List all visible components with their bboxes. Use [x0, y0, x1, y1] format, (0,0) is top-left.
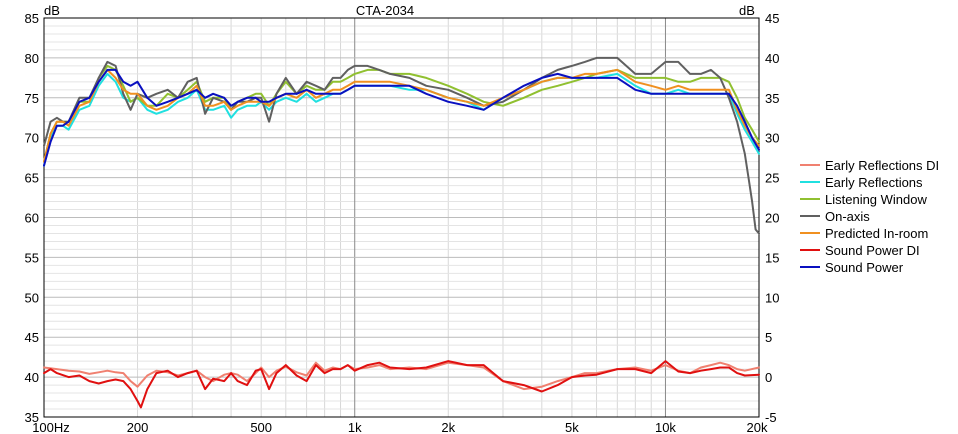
x-tick-label: 1k	[348, 420, 362, 434]
chart-title: CTA-2034	[356, 3, 414, 18]
legend-label-early-reflections: Early Reflections	[825, 175, 923, 190]
left-y-tick-label: 85	[25, 11, 39, 26]
left-y-tick-label: 55	[25, 250, 39, 265]
series-line-on-axis	[43, 56, 760, 235]
series-line-sound-power-di	[43, 360, 760, 409]
right-y-tick-label: 40	[765, 51, 779, 66]
left-y-tick-label: 50	[25, 290, 39, 305]
x-tick-label: 100Hz	[32, 420, 70, 434]
left-axis-label: dB	[44, 3, 60, 18]
series-line-early-reflections	[43, 72, 760, 167]
legend-label-predicted-in-room: Predicted In-room	[825, 226, 928, 241]
right-y-tick-label: 35	[765, 91, 779, 106]
plot-frame	[43, 17, 760, 418]
right-y-tick-label: 25	[765, 171, 779, 186]
left-y-tick-label: 65	[25, 171, 39, 186]
legend-label-listening-window: Listening Window	[825, 192, 927, 207]
legend-label-sound-power: Sound Power	[825, 260, 904, 275]
left-y-tick-label: 80	[25, 51, 39, 66]
left-y-tick-label: 70	[25, 131, 39, 146]
right-y-tick-label: 5	[765, 330, 772, 345]
right-y-tick-label: 10	[765, 290, 779, 305]
series-line-early-reflections-di	[43, 361, 760, 391]
right-y-tick-label: 0	[765, 370, 772, 385]
right-y-tick-label: 30	[765, 131, 779, 146]
left-y-tick-label: 40	[25, 370, 39, 385]
x-tick-label: 20k	[747, 420, 768, 434]
right-y-tick-label: 15	[765, 250, 779, 265]
legend-label-on-axis: On-axis	[825, 209, 870, 224]
right-y-tick-label: 20	[765, 211, 779, 226]
series-line-predicted-in-room	[43, 68, 760, 163]
series-lines	[43, 56, 760, 409]
right-axis-label: dB	[739, 3, 755, 18]
x-tick-label: 500	[250, 420, 272, 434]
right-y-tick-label: -5	[765, 410, 777, 425]
right-y-axis: -5 0 5 10 15 20 25 30 35 40 45	[765, 11, 779, 425]
x-tick-label: 10k	[655, 420, 676, 434]
right-y-tick-label: 45	[765, 11, 779, 26]
left-y-axis: 35 40 45 50 55 60 65 70 75 80 85	[25, 11, 39, 425]
left-y-tick-label: 35	[25, 410, 39, 425]
x-axis: 100Hz 200 500 1k 2k 5k 10k 20k	[32, 420, 768, 434]
series-line-sound-power	[43, 68, 760, 167]
left-y-tick-label: 60	[25, 211, 39, 226]
x-tick-label: 200	[127, 420, 149, 434]
legend-label-sound-power-di: Sound Power DI	[825, 243, 920, 258]
x-tick-label: 5k	[565, 420, 579, 434]
legend-label-early-reflections-di: Early Reflections DI	[825, 158, 939, 173]
left-y-tick-label: 75	[25, 91, 39, 106]
left-y-tick-label: 45	[25, 330, 39, 345]
x-tick-label: 2k	[441, 420, 455, 434]
legend: Early Reflections DI Early Reflections Lis…	[800, 158, 939, 275]
